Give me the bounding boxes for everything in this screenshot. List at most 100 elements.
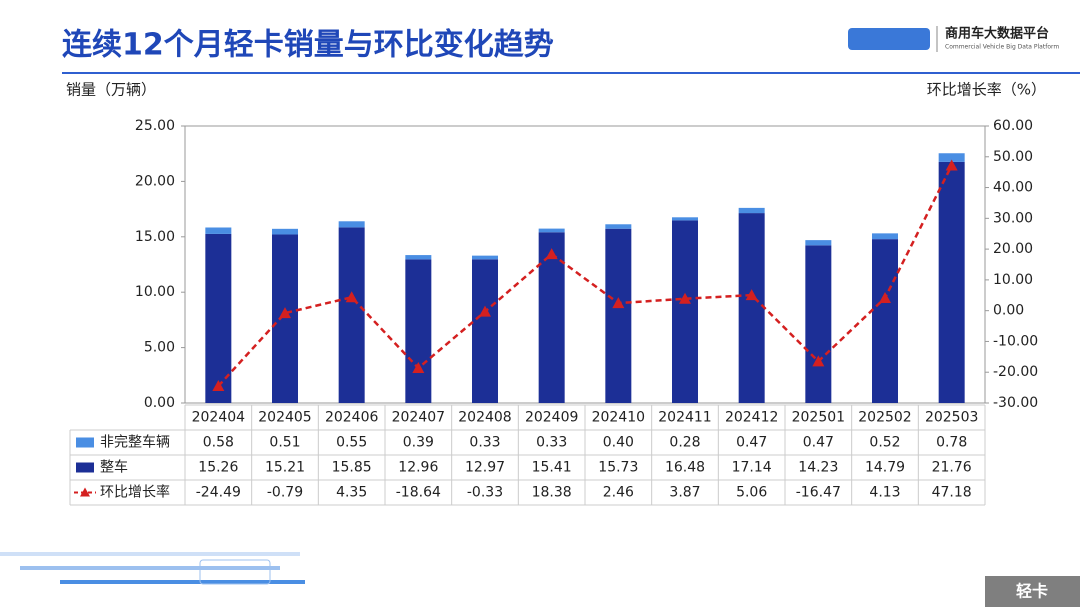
table-value: 0.33 <box>469 435 500 451</box>
x-tick-label: 202405 <box>258 410 311 426</box>
table-value: 15.41 <box>532 460 572 476</box>
legend-marker <box>80 487 90 497</box>
bar <box>472 255 498 260</box>
x-tick-label: 202408 <box>458 410 511 426</box>
truck-outline <box>199 559 271 585</box>
y2-tick-label: -20.00 <box>993 364 1038 380</box>
y2-tick-label: 60.00 <box>993 118 1033 134</box>
page-title: 连续12个月轻卡销量与环比变化趋势 <box>62 28 554 63</box>
x-tick-label: 202501 <box>792 410 845 426</box>
table-value: -24.49 <box>196 485 241 501</box>
table-value: 15.73 <box>598 460 638 476</box>
bar <box>605 228 632 403</box>
table-value: 5.06 <box>736 485 767 501</box>
x-tick-label: 202407 <box>392 410 445 426</box>
table-value: 17.14 <box>732 460 772 476</box>
table-value: -0.79 <box>267 485 303 501</box>
y2-tick-label: 0.00 <box>993 303 1024 319</box>
footer-tag-bg <box>985 576 1080 607</box>
table-value: 16.48 <box>665 460 705 476</box>
table-value: 0.47 <box>803 435 834 451</box>
legend-swatch <box>76 437 94 448</box>
bar <box>738 207 765 214</box>
bar <box>738 213 765 403</box>
marker <box>812 355 825 367</box>
table-value: 0.51 <box>269 435 300 451</box>
table-value: 0.55 <box>336 435 367 451</box>
marker <box>945 159 958 171</box>
legend-swatch <box>76 462 94 473</box>
legend-label: 整车 <box>100 459 128 476</box>
plot-frame <box>184 125 986 404</box>
bar <box>338 227 365 403</box>
bar <box>938 153 965 162</box>
stripe <box>20 566 280 570</box>
marker <box>412 362 425 374</box>
y2-tick-label: 20.00 <box>993 241 1033 257</box>
table-value: 4.35 <box>336 485 367 501</box>
y-tick-label: 10.00 <box>135 284 175 300</box>
table-value: 14.79 <box>865 460 905 476</box>
table-value: 0.40 <box>603 435 634 451</box>
x-tick-label: 202406 <box>325 410 379 426</box>
bar <box>538 228 565 233</box>
bar <box>205 227 232 234</box>
logo: 商用车大数据平台 Commercial Vehicle Big Data Pla… <box>848 26 1059 52</box>
bar <box>805 245 832 403</box>
table-value: 2.46 <box>603 485 634 501</box>
bar <box>872 239 898 403</box>
table-value: 4.13 <box>869 485 900 501</box>
table-value: 0.52 <box>869 435 900 451</box>
bar <box>338 221 365 228</box>
legend-label: 环比增长率 <box>100 484 170 501</box>
table-value: 18.38 <box>532 485 572 501</box>
table-value: 0.78 <box>936 435 967 451</box>
legend-label: 非完整车辆 <box>100 434 170 451</box>
table-value: 15.26 <box>198 460 238 476</box>
marker <box>679 292 691 304</box>
bar <box>405 255 432 260</box>
y2-tick-label: 10.00 <box>993 272 1033 288</box>
marker <box>545 248 558 260</box>
y-tick-label: 15.00 <box>135 229 175 245</box>
bar <box>938 161 965 403</box>
table-value: -18.64 <box>396 485 441 501</box>
bar <box>405 259 432 403</box>
logo-badge <box>848 28 930 50</box>
y-axis-label: 销量（万辆） <box>66 81 156 99</box>
table-value: -0.33 <box>467 485 503 501</box>
y-tick-label: 0.00 <box>144 395 175 411</box>
table-value: -16.47 <box>796 485 841 501</box>
table-value: 15.85 <box>332 460 372 476</box>
marker <box>212 380 225 392</box>
bar <box>672 217 698 221</box>
marker <box>612 297 625 309</box>
x-tick-label: 202502 <box>858 410 911 426</box>
x-tick-label: 202404 <box>192 410 246 426</box>
x-tick-label: 202410 <box>592 410 645 426</box>
marker <box>479 305 491 317</box>
decoration <box>0 552 305 585</box>
y2-tick-label: 50.00 <box>993 149 1033 165</box>
marker <box>879 291 891 303</box>
y-tick-label: 25.00 <box>135 118 175 134</box>
line <box>217 164 953 387</box>
bar <box>672 220 698 403</box>
x-tick-label: 202503 <box>925 410 978 426</box>
table-value: 12.96 <box>398 460 438 476</box>
logo-subtitle: Commercial Vehicle Big Data Platform <box>945 44 1059 51</box>
table-value: 0.58 <box>203 435 234 451</box>
table-value: 21.76 <box>932 460 972 476</box>
table-value: 0.47 <box>736 435 767 451</box>
table-value: 12.97 <box>465 460 505 476</box>
y2-tick-label: 30.00 <box>993 210 1033 226</box>
y2-tick-label: -30.00 <box>993 395 1038 411</box>
bar <box>872 233 898 240</box>
table-value: 0.28 <box>669 435 700 451</box>
stripe <box>60 580 305 584</box>
x-tick-label: 202409 <box>525 410 578 426</box>
y-tick-label: 5.00 <box>144 340 175 356</box>
logo-name: 商用车大数据平台 <box>945 26 1049 42</box>
bar <box>605 224 632 229</box>
